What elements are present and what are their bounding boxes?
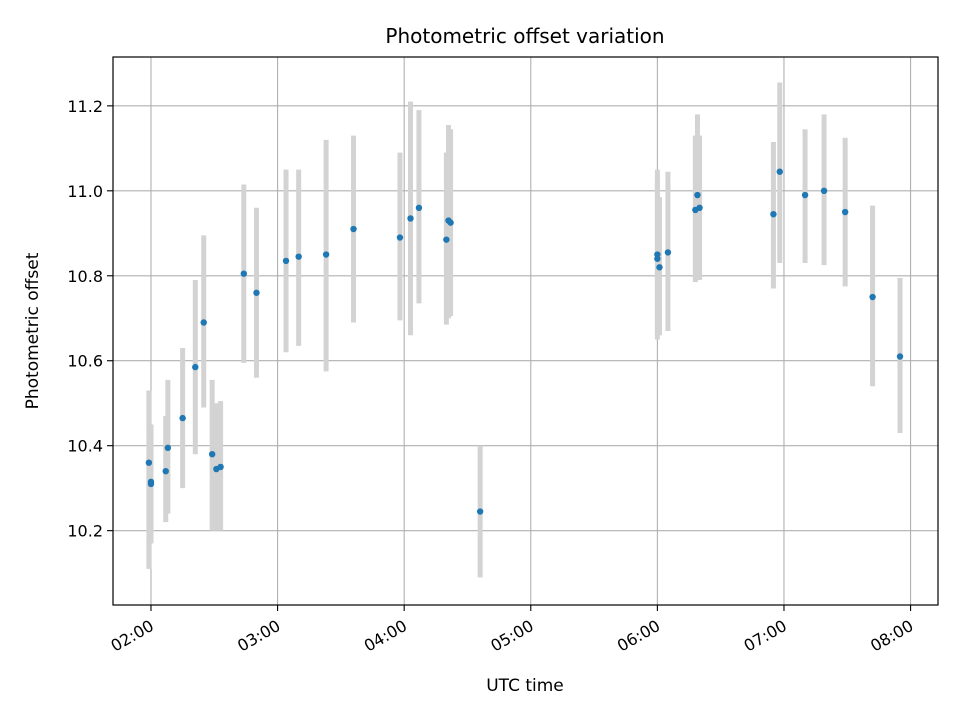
data-point xyxy=(217,463,224,471)
data-point xyxy=(407,215,414,222)
data-point xyxy=(145,459,153,466)
data-point xyxy=(801,191,809,199)
data-points xyxy=(145,168,904,515)
plot-frame xyxy=(112,56,939,606)
data-point xyxy=(162,467,169,475)
data-point xyxy=(447,219,454,226)
data-point xyxy=(322,251,330,258)
y-tick-label: 11.2 xyxy=(67,97,103,116)
data-point xyxy=(253,289,260,296)
y-tick-label: 10.4 xyxy=(67,437,103,456)
data-point xyxy=(770,210,777,218)
chart-title: Photometric offset variation xyxy=(385,24,664,48)
data-point xyxy=(664,249,672,256)
data-point xyxy=(694,191,701,199)
y-axis-label: Photometric offset xyxy=(23,252,43,409)
data-point xyxy=(164,444,172,452)
grid xyxy=(113,57,938,605)
data-point xyxy=(869,293,876,301)
data-point xyxy=(295,253,302,260)
data-point xyxy=(147,480,155,488)
data-point xyxy=(192,363,199,371)
y-tick-label: 10.8 xyxy=(67,267,103,286)
data-point xyxy=(415,204,423,212)
y-tick-label: 10.2 xyxy=(67,522,103,541)
data-point xyxy=(396,234,404,241)
data-point xyxy=(476,508,484,515)
data-point xyxy=(443,236,450,243)
y-axis-ticks: 10.2 10.4 10.6 10.8 11.0 11.2 xyxy=(67,97,113,541)
data-point xyxy=(654,255,661,262)
data-point xyxy=(896,353,904,360)
data-point xyxy=(841,208,849,216)
data-point xyxy=(282,257,290,265)
x-axis-label: UTC time xyxy=(486,676,564,696)
data-point xyxy=(208,450,216,458)
data-point xyxy=(656,264,663,271)
data-point xyxy=(776,168,783,175)
y-tick-label: 10.6 xyxy=(67,352,103,371)
y-tick-label: 11.0 xyxy=(67,182,103,201)
data-point xyxy=(179,414,186,422)
data-point xyxy=(350,225,357,233)
data-point xyxy=(696,204,703,212)
plot-area xyxy=(113,57,938,605)
data-point xyxy=(820,187,828,195)
data-point xyxy=(240,270,248,277)
data-point xyxy=(200,319,207,326)
